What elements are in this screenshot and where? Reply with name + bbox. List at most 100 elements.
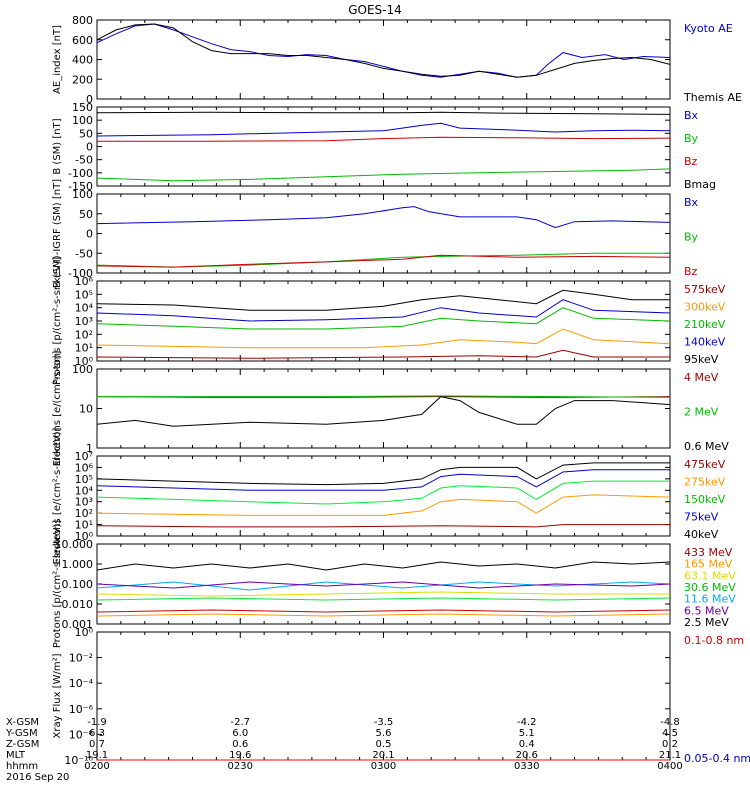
y-tick-label: 10⁻⁸	[69, 728, 94, 741]
legend-entry: 150keV	[684, 493, 726, 506]
legend-entry: Bz	[684, 265, 698, 278]
y-tick-label: 0.001	[62, 618, 94, 631]
x-axis-value: -3.5	[374, 717, 394, 728]
x-axis-value: 0230	[228, 761, 253, 772]
legend-entry: 75keV	[684, 511, 719, 524]
y-tick-label: 600	[72, 34, 93, 47]
x-axis-value: 6.3	[89, 728, 105, 739]
x-axis-value: 6.0	[232, 728, 248, 739]
y-tick-label: 10⁻⁶	[69, 703, 94, 716]
x-row-label: MLT	[6, 750, 26, 761]
y-tick-label: -100	[68, 167, 93, 180]
x-row-label: X-GSM	[6, 717, 39, 728]
legend-entry: 475keV	[684, 458, 726, 471]
y-tick-label: 10⁷	[75, 450, 93, 463]
x-row-label: hhmm	[6, 761, 38, 772]
x-axis-value: -4.8	[660, 717, 680, 728]
panel-8: 10⁻¹⁰ 10⁻⁸ 10⁻⁶ 10⁻⁴ 10⁻² 10⁰ Xray Flux [W/m²]…	[52, 626, 750, 767]
y-tick-label: 1	[86, 442, 93, 455]
series-line	[96, 581, 671, 591]
y-axis-label: B (SM)-IGRF (SM) [nT]	[52, 179, 63, 288]
x-axis-value: -1.9	[87, 717, 107, 728]
x-axis-value: 0.7	[89, 739, 105, 750]
series-line	[96, 613, 671, 617]
panel-frame	[96, 368, 671, 449]
series-line	[96, 289, 670, 311]
x-axis-value: 0.6	[232, 739, 248, 750]
y-tick-label: 100	[72, 363, 93, 376]
legend-entry: 11.6 MeV	[684, 593, 736, 606]
legend-entry: 0.05-0.4 nm	[684, 752, 750, 765]
x-axis-value: 5.1	[519, 728, 535, 739]
y-tick-label: -50	[75, 247, 93, 260]
y-axis-label: B (SM) [nT]	[52, 118, 63, 174]
y-tick-label: 10⁵	[75, 473, 93, 486]
series-line	[96, 561, 671, 571]
y-tick-label: 10⁴	[75, 302, 94, 315]
y-tick-label: 200	[72, 73, 93, 86]
series-line	[96, 396, 671, 398]
legend-entry: Themis AE	[683, 91, 742, 104]
series-line	[96, 254, 671, 268]
y-tick-label: 10²	[75, 328, 93, 341]
legend-entry: 2 MeV	[684, 406, 719, 419]
y-tick-label: 10¹	[75, 519, 93, 532]
y-axis-label: Electrons [e/(cm²-s-sr)]	[52, 351, 63, 467]
x-axis-value: 21.1	[659, 750, 681, 761]
y-tick-label: 10³	[75, 315, 93, 328]
legend-entry: 40keV	[684, 528, 719, 541]
series-line	[96, 299, 671, 322]
legend-entry: 95keV	[684, 353, 719, 366]
x-axis-value: 4.5	[662, 728, 678, 739]
y-tick-label: 10¹	[75, 342, 93, 355]
series-line	[97, 395, 671, 398]
panel-1: 0 200 400 600 800 AE_index [nT] Kyoto AE Themis…	[52, 14, 742, 106]
y-tick-label: 10⁻¹⁰	[64, 754, 93, 767]
x-axis-value: 0300	[371, 761, 396, 772]
series-line	[96, 597, 671, 601]
panel-3: -100 -50 0 50 100 B (SM)-IGRF (SM) [nT] Bx By Bz	[52, 179, 699, 288]
legend-entry: 4 MeV	[684, 371, 719, 384]
x-axis-value: 20.6	[516, 750, 538, 761]
legend-entry: 433 MeV	[684, 546, 733, 559]
y-tick-label: 400	[72, 54, 93, 67]
legend-entry: By	[684, 132, 699, 145]
legend-entry: 165 MeV	[684, 558, 733, 571]
y-tick-label: 150	[72, 101, 93, 114]
y-axis-label: Electrons [e/(cm²-s-sr-keV)]	[52, 427, 63, 564]
y-axis-label: Protons [p/(cm²-s-sr-keV)]	[52, 520, 63, 648]
y-tick-label: 10²	[75, 507, 93, 520]
y-tick-label: 10.000	[55, 538, 94, 551]
x-axis-value: -2.7	[230, 717, 250, 728]
y-tick-label: 0	[86, 228, 93, 241]
legend-entry: 275keV	[684, 476, 726, 489]
legend-entry: 2.5 MeV	[684, 616, 729, 629]
legend-entry: Bx	[684, 109, 699, 122]
legend-entry: By	[684, 231, 699, 244]
y-tick-label: 10⁶	[75, 275, 94, 288]
y-tick-label: 0.010	[62, 598, 94, 611]
series-line	[96, 524, 670, 528]
x-axis-value: 0400	[657, 761, 682, 772]
x-axis-value: 0.5	[376, 739, 392, 750]
x-axis-value: 19.6	[229, 750, 251, 761]
legend-entry: 63.1 MeV	[684, 569, 736, 582]
legend-entry: 0.1-0.8 nm	[684, 634, 744, 647]
x-axis-value: 0.2	[662, 739, 678, 750]
legend-entry: 30.6 MeV	[684, 581, 736, 594]
y-axis-label: Protons [p/(cm²-s-sr-keV)]	[52, 257, 63, 385]
legend-entry: Bx	[684, 196, 699, 209]
y-tick-label: 50	[79, 208, 93, 221]
panel-frame	[96, 193, 671, 274]
y-tick-label: 100	[72, 188, 93, 201]
series-line	[96, 168, 671, 182]
series-line	[96, 469, 670, 491]
x-axis-value: 19.1	[86, 750, 108, 761]
series-line	[96, 23, 671, 78]
date-label: 2016 Sep 20	[6, 772, 69, 783]
y-tick-label: 0.100	[62, 578, 94, 591]
